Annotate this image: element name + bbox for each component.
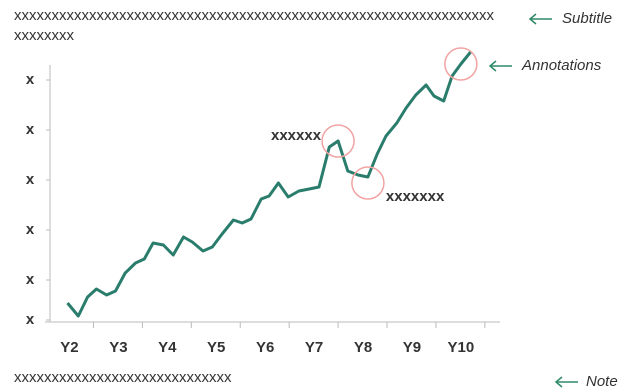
annotation-label: xxxxxx	[271, 127, 322, 144]
y-tick-label: x	[26, 171, 35, 188]
annotation-circle	[321, 124, 355, 158]
guide-arrow	[488, 60, 512, 72]
guide-arrows	[488, 13, 578, 388]
y-tick-label: x	[26, 311, 35, 328]
x-tick-label: Y4	[158, 339, 177, 356]
guide-label: Annotations	[521, 57, 602, 74]
x-tick-label: Y10	[448, 339, 475, 356]
x-tick-label: Y9	[403, 339, 421, 356]
guide-label: Subtitle	[562, 10, 612, 27]
y-tick-label: x	[26, 121, 35, 138]
guide-label: Note	[586, 373, 618, 390]
y-tick-label: x	[26, 271, 35, 288]
subtitle: xxxxxxxxxxxxxxxxxxxxxxxxxxxxxxxxxxxxxxxx…	[14, 7, 494, 44]
x-tick-label: Y8	[354, 339, 372, 356]
x-tick-label: Y6	[256, 339, 274, 356]
annotation-label: xxxxxxx	[386, 188, 445, 205]
guide-arrow	[528, 13, 552, 25]
y-tick-label: x	[26, 71, 35, 88]
guide-arrow	[554, 376, 578, 388]
x-tick-label: Y2	[60, 339, 78, 356]
annotation-circle	[351, 166, 385, 200]
x-tick-label: Y7	[305, 339, 323, 356]
annotation-circle	[444, 47, 478, 81]
note: xxxxxxxxxxxxxxxxxxxxxxxxxxxxx	[14, 369, 232, 386]
x-tick-label: Y3	[109, 339, 127, 356]
x-tick-label: Y5	[207, 339, 225, 356]
y-tick-label: x	[26, 221, 35, 238]
line	[66, 51, 472, 318]
